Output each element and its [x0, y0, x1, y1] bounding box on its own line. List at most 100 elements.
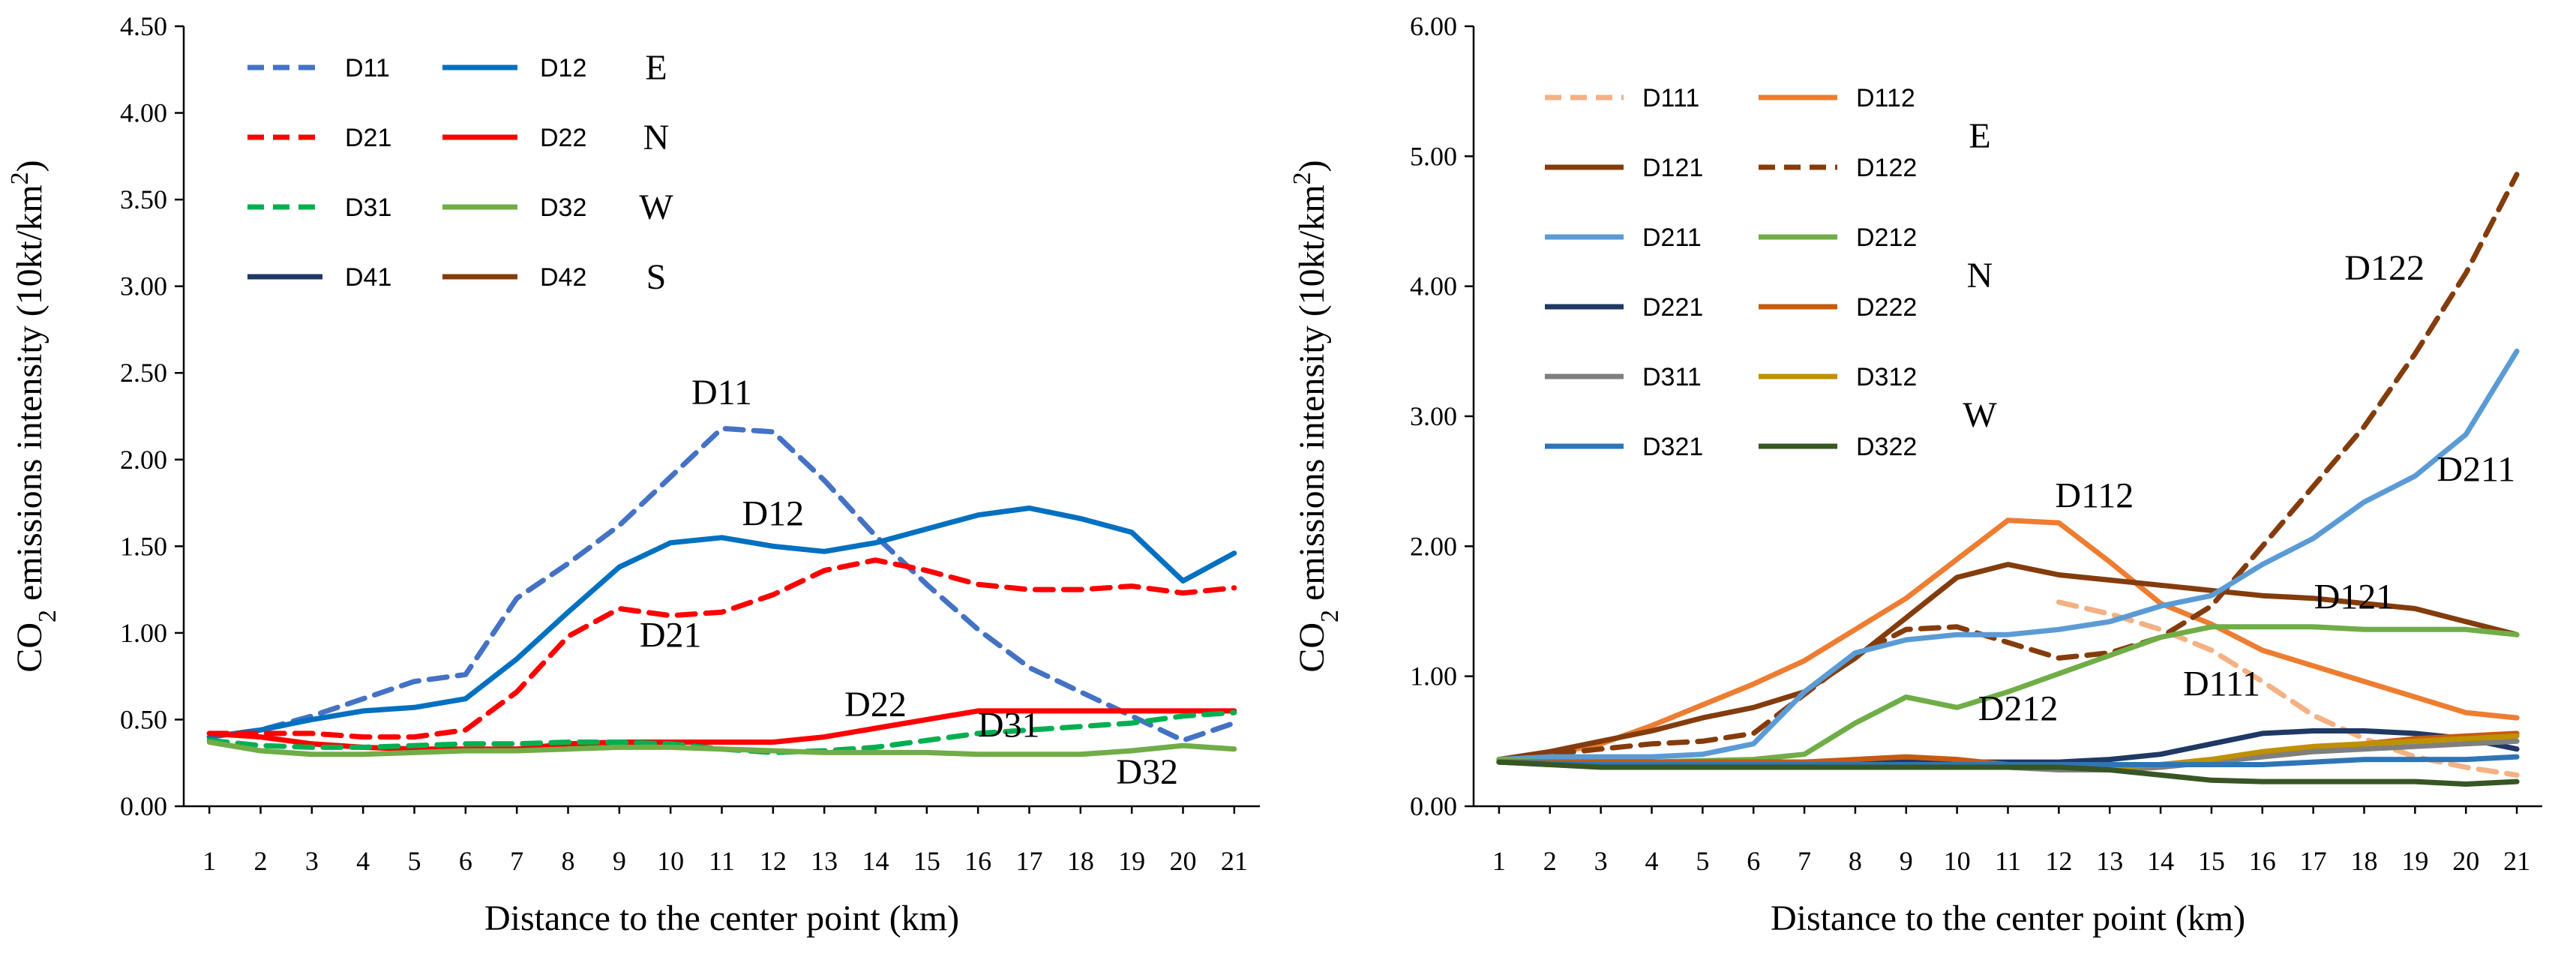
series-line-d211 [1496, 348, 2520, 763]
legend-label-d222: D222 [1856, 293, 1917, 322]
x-tick-label: 4 [356, 846, 370, 876]
y-tick-label: 2.00 [1410, 531, 1457, 561]
x-tick-label: 7 [510, 846, 523, 876]
direction-label-s: S [646, 257, 667, 297]
y-tick-label: 1.00 [1410, 662, 1457, 692]
legend-label-d11: D11 [345, 54, 390, 82]
legend-label-d322: D322 [1856, 433, 1917, 461]
series-line-d22 [206, 708, 1237, 752]
x-tick-label: 11 [709, 846, 735, 876]
y-tick-label: 4.00 [1410, 272, 1457, 302]
annotation-d121: D121 [2314, 578, 2395, 617]
legend-label-d121: D121 [1642, 154, 1703, 182]
series-line-d122 [1496, 172, 2520, 763]
legend-label-d312: D312 [1856, 363, 1917, 392]
x-tick-label: 6 [1747, 846, 1760, 876]
x-tick-label: 16 [2249, 846, 2276, 876]
direction-label-e: E [645, 48, 667, 88]
legend-label-d122: D122 [1856, 154, 1917, 182]
x-tick-label: 17 [1016, 846, 1043, 876]
y-tick-label: 0.00 [1410, 791, 1457, 821]
series-line-d121 [1496, 562, 2520, 763]
x-tick-label: 12 [2045, 846, 2072, 876]
annotation-d21: D21 [640, 615, 702, 655]
chart-right: 0.001.002.003.004.005.006.001 2 3 4 5 6 7 8 9 10 1… [1288, 11, 2542, 938]
x-tick-label: 5 [1696, 846, 1709, 876]
y-tick-label: 4.50 [120, 11, 167, 41]
direction-label-n: N [1967, 256, 1993, 296]
annotation-d32: D32 [1116, 752, 1178, 792]
y-tick-label: 6.00 [1410, 11, 1457, 41]
x-tick-label: 7 [1798, 846, 1811, 876]
x-tick-label: 4 [1645, 846, 1659, 876]
x-tick-label: 19 [2401, 846, 2428, 876]
x-tick-label: 21 [2503, 846, 2530, 876]
x-tick-label: 3 [1594, 846, 1608, 876]
y-tick-label: 1.00 [120, 618, 167, 648]
y-tick-label: 1.50 [120, 531, 167, 561]
series-line-d112 [1496, 518, 2520, 763]
x-tick-label: 1 [202, 846, 216, 876]
x-tick-label: 19 [1118, 846, 1145, 876]
direction-label-w: W [639, 188, 673, 227]
x-tick-label: 6 [459, 846, 472, 876]
y-tick-label: 3.50 [120, 184, 167, 214]
x-tick-label: 13 [2096, 846, 2123, 876]
x-tick-label: 2 [254, 846, 268, 876]
x-tick-label: 15 [2198, 846, 2225, 876]
x-tick-label: 8 [562, 846, 575, 876]
direction-label-n: N [643, 118, 670, 158]
x-tick-label: 3 [305, 846, 319, 876]
x-tick-label: 10 [1944, 846, 1971, 876]
x-tick-label: 5 [408, 846, 421, 876]
annotation-d31: D31 [978, 706, 1040, 746]
legend-label-d32: D32 [540, 194, 586, 222]
direction-label-w: W [1963, 395, 1997, 435]
y-tick-label: 2.00 [120, 445, 167, 475]
annotation-d112: D112 [2055, 476, 2134, 515]
series-line-d11 [206, 425, 1237, 743]
legend-label-d212: D212 [1856, 224, 1917, 252]
x-tick-label: 12 [760, 846, 787, 876]
annotation-d122: D122 [2344, 248, 2425, 288]
x-tick-label: 14 [2147, 846, 2174, 876]
legend-label-d12: D12 [540, 54, 586, 82]
x-tick-label: 21 [1221, 846, 1248, 876]
x-tick-label: 9 [1900, 846, 1913, 876]
y-tick-label: 3.00 [120, 272, 167, 302]
series-line-d12 [206, 506, 1237, 740]
legend-label-d22: D22 [540, 124, 586, 152]
y-axis-title: CO2 emissions intensity (10kt/km2) [1288, 160, 1344, 672]
x-tick-label: 20 [2452, 846, 2479, 876]
x-tick-label: 20 [1170, 846, 1197, 876]
legend-label-d111: D111 [1642, 84, 1699, 112]
x-tick-label: 15 [913, 846, 940, 876]
y-tick-label: 4.00 [120, 98, 167, 128]
chart-left: 0.00 0.50 1.00 1.50 2.00 2.50 3.00 3.50 4.00 4.50… [6, 11, 1260, 938]
annotation-d11: D11 [691, 373, 752, 412]
y-tick-label: 2.50 [120, 358, 167, 388]
legend-label-d21: D21 [345, 124, 391, 152]
x-tick-label: 2 [1543, 846, 1557, 876]
annotation-d12: D12 [742, 494, 804, 534]
legend-label-d321: D321 [1642, 433, 1703, 461]
series-line-d21 [206, 557, 1237, 740]
annotation-d22: D22 [844, 685, 907, 724]
x-tick-label: 10 [657, 846, 684, 876]
annotation-d212: D212 [1978, 689, 2059, 729]
legend-label-d41: D41 [345, 263, 391, 292]
legend-label-d31: D31 [345, 194, 391, 222]
legend-label-d311: D311 [1642, 363, 1702, 392]
y-tick-label: 5.00 [1410, 141, 1457, 171]
x-tick-label: 18 [2351, 846, 2378, 876]
y-axis-title: CO2 emissions intensity (10kt/km2) [6, 160, 61, 672]
x-tick-label: 11 [1995, 846, 2021, 876]
x-axis-title: Distance to the center point (km) [1771, 898, 2245, 938]
legend-label-d211: D211 [1642, 224, 1702, 252]
annotation-d111: D111 [2183, 664, 2260, 704]
x-tick-label: 1 [1492, 846, 1506, 876]
x-tick-label: 9 [613, 846, 626, 876]
x-tick-label: 8 [1849, 846, 1862, 876]
x-tick-label: 14 [862, 846, 889, 876]
